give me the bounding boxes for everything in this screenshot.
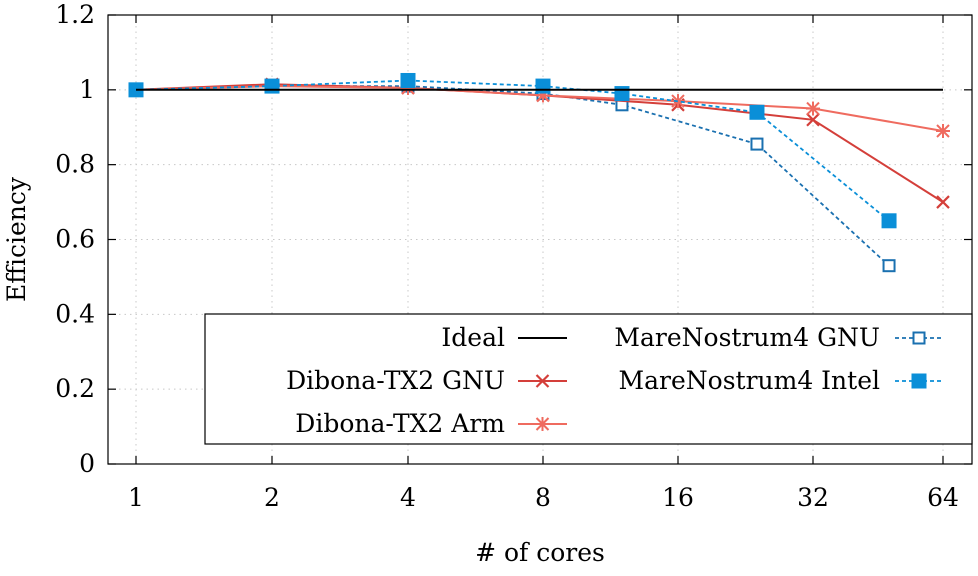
y-tick-label: 0.8 [55, 150, 95, 179]
legend-box [204, 313, 973, 445]
cross-stroke [535, 374, 550, 388]
data-point [936, 195, 950, 209]
series-line [135, 79, 890, 222]
legend-label: MareNostrum4 GNU [614, 323, 880, 352]
legend-entry: Dibona-TX2 GNU [286, 366, 567, 395]
legend: Ideal Dibona-TX2 GNU Dibona-TX2 Arm MareNos… [204, 313, 973, 445]
x-tick-label: 32 [797, 483, 829, 512]
y-tick-label: 0.4 [55, 299, 95, 328]
series-marenostrum4-intel [128, 72, 897, 229]
series-line [135, 85, 890, 267]
data-point [264, 78, 280, 94]
cross-stroke [806, 112, 820, 127]
x-tick-label: 2 [264, 483, 280, 512]
series-marenostrum4-gnu [129, 79, 896, 273]
y-tick-label: 1 [79, 75, 95, 104]
legend-entry: MareNostrum4 GNU [614, 323, 943, 352]
y-tick-label: 0.2 [55, 374, 95, 403]
y-tick-label: 0.6 [55, 225, 95, 254]
data-point [749, 104, 765, 120]
data-point [535, 78, 551, 94]
data-point [750, 137, 764, 151]
x-tick-label: 1 [128, 483, 144, 512]
legend-label: Dibona-TX2 GNU [286, 366, 505, 395]
data-point [400, 72, 416, 88]
y-tick-label: 0 [79, 449, 95, 478]
legend-entry: MareNostrum4 Intel [619, 366, 943, 395]
data-point [806, 112, 820, 127]
legend-entry: Dibona-TX2 Arm [295, 409, 567, 438]
legend-marker [535, 374, 550, 388]
data-point [936, 123, 950, 138]
data-point [881, 213, 897, 229]
x-tick-label: 16 [662, 483, 694, 512]
data-point [806, 101, 820, 116]
data-point [614, 86, 630, 102]
axes: 0 0.2 0.4 0.6 0.8 1 1.2 1 2 4 8 16 32 64 # of cores Eff… [2, 0, 973, 567]
legend-label: MareNostrum4 Intel [619, 366, 880, 395]
legend-label: Dibona-TX2 Arm [295, 409, 505, 438]
series-line [135, 83, 944, 203]
legend-marker [535, 417, 550, 431]
series-layer [128, 72, 950, 273]
legend-marker [911, 373, 927, 389]
legend-label: Ideal [441, 323, 505, 352]
x-tick-label: 8 [535, 483, 551, 512]
data-point [671, 94, 685, 109]
data-point [882, 259, 896, 273]
x-axis-label: # of cores [475, 538, 605, 567]
legend-entry: Ideal [441, 323, 567, 352]
x-tick-label: 64 [927, 483, 959, 512]
cross-stroke [936, 195, 950, 209]
y-tick-label: 1.2 [55, 0, 95, 29]
legend-marker [912, 331, 926, 345]
x-tick-label: 4 [400, 483, 416, 512]
y-axis-label: Efficiency [2, 176, 31, 302]
